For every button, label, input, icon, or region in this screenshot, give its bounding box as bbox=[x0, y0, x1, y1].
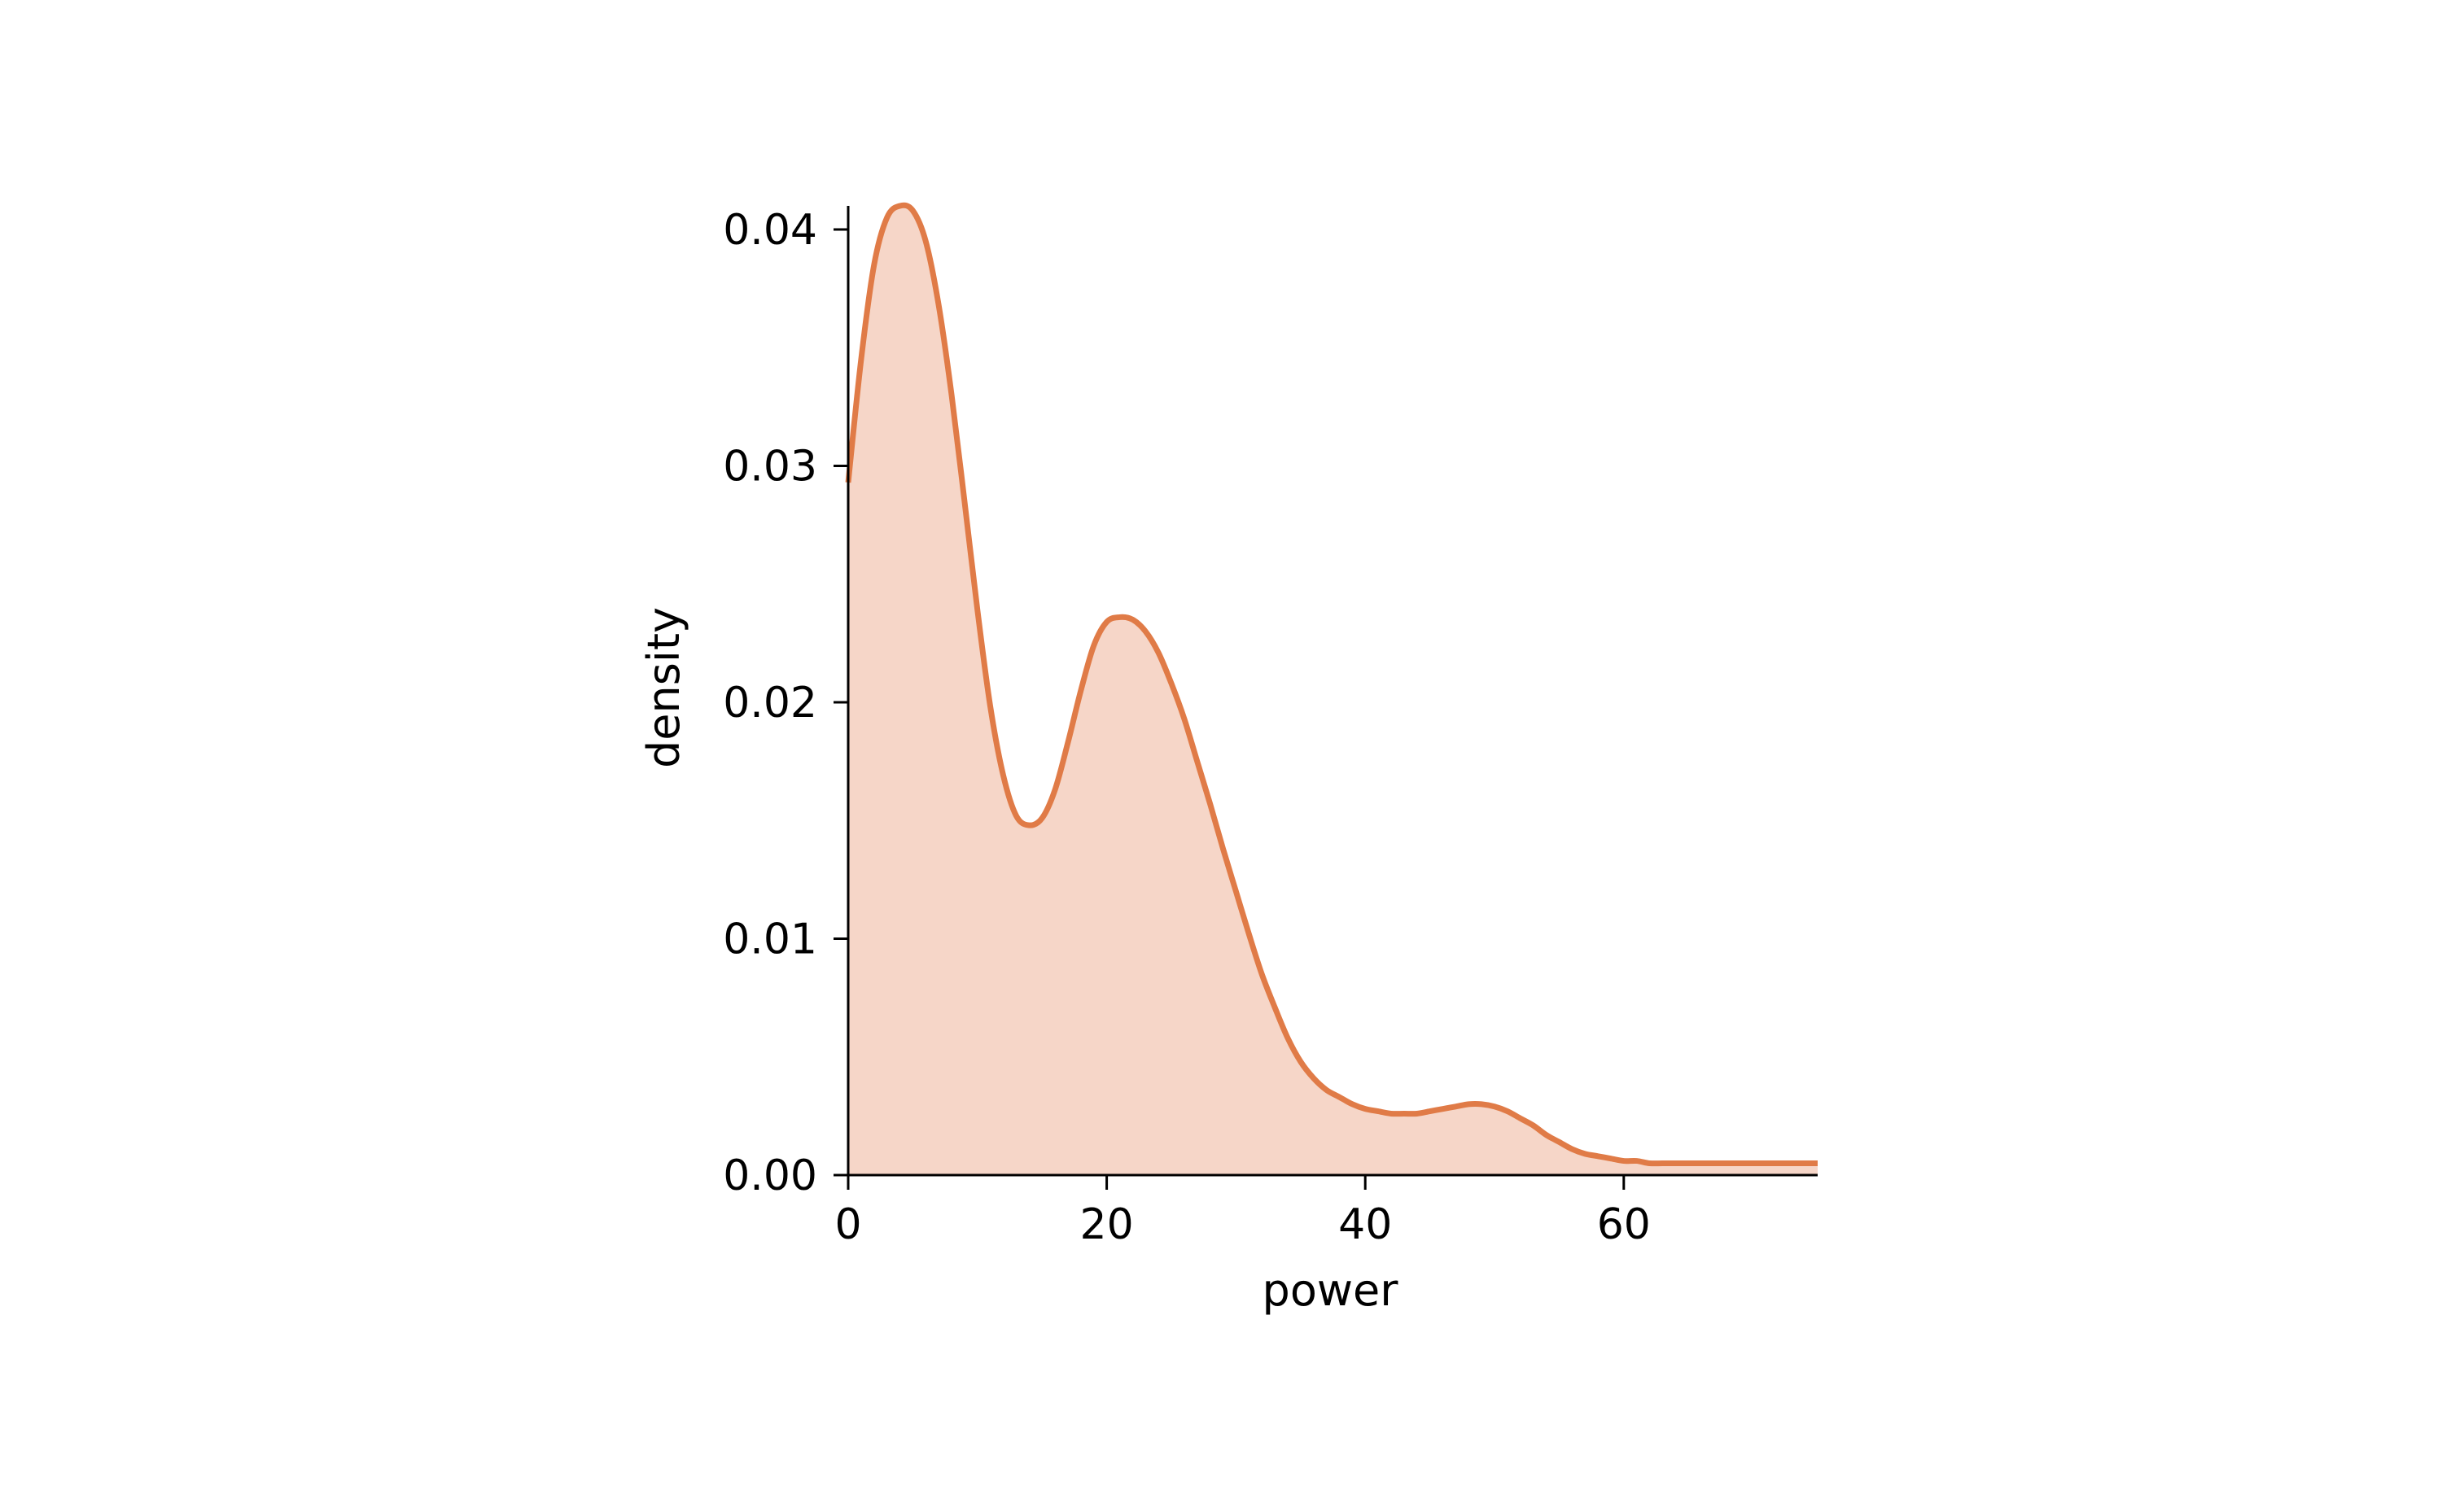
x-tick-label: 60 bbox=[1597, 1200, 1651, 1249]
y-tick-label: 0.02 bbox=[723, 679, 817, 728]
y-tick-label: 0.04 bbox=[723, 206, 817, 255]
y-tick-label: 0.01 bbox=[723, 916, 817, 964]
density-curve bbox=[845, 202, 1818, 1167]
x-axis-title: power bbox=[1263, 1265, 1399, 1316]
chart-axes: 0 20 40 60 0.00 0.01 0.02 0.03 0.04 bbox=[723, 206, 1818, 1249]
x-tick-label: 40 bbox=[1338, 1200, 1392, 1249]
y-axis-title: density bbox=[638, 607, 689, 768]
x-tick-label: 0 bbox=[834, 1200, 861, 1249]
x-tick-label: 20 bbox=[1080, 1200, 1134, 1249]
density-area-fill bbox=[848, 205, 1818, 1175]
y-tick-label: 0.00 bbox=[723, 1151, 817, 1200]
chart-marks bbox=[845, 202, 1818, 1175]
y-tick-label: 0.03 bbox=[723, 443, 817, 492]
